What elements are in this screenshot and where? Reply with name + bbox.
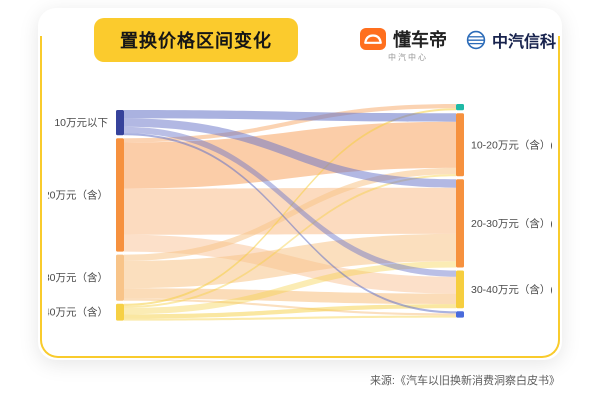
sankey-link <box>124 233 456 289</box>
sankey-node-label: 30-40万元（含）(新) <box>471 283 552 296</box>
sankey-node <box>456 179 464 268</box>
sankey-chart: 10万元以下 10-20万元（含） 20-30万元（含） 30-40万元（含） 10-2… <box>48 104 552 321</box>
sankey-link <box>124 288 456 305</box>
sankey-node <box>116 110 124 136</box>
sankey-link <box>124 187 456 235</box>
sankey-link <box>124 108 456 306</box>
sankey-node-label: 10-20万元（含）(新) <box>471 138 552 151</box>
sankey-link <box>124 104 456 143</box>
sankey-node <box>456 113 464 177</box>
sankey-node <box>456 311 464 318</box>
dongchedi-wordmark: 懂车帝 <box>393 30 447 50</box>
sankey-node-label: 10-20万元（含） <box>48 188 108 201</box>
sankey-link <box>124 174 456 308</box>
sankey-node <box>456 270 464 309</box>
catarc-logo: 中汽信科 <box>466 28 556 52</box>
sankey-link <box>124 167 456 261</box>
sankey-link <box>124 298 456 316</box>
sankey-node <box>456 104 464 111</box>
catarc-center-label: 中汽中心 <box>388 53 428 62</box>
catarc-wordmark: 中汽信科 <box>492 34 557 51</box>
sankey-node-label: 20-30万元（含）(新) <box>471 217 552 230</box>
dongchedi-car-icon <box>360 28 386 50</box>
sankey-node <box>116 303 124 321</box>
source-note: 来源:《汽车以旧换新消费洞察白皮书》 <box>369 375 560 387</box>
sankey-link <box>124 261 456 315</box>
dongchedi-logo: 懂车帝 <box>360 26 447 52</box>
sankey-node-label: 30-40万元（含） <box>48 306 108 319</box>
sankey-link <box>124 118 456 188</box>
catarc-globe-icon <box>466 30 486 50</box>
sankey-node <box>116 254 124 301</box>
sankey-node-label: 20-30万元（含） <box>48 271 108 284</box>
sankey-link <box>124 304 456 319</box>
sankey-node-label: 10万元以下 <box>54 117 108 129</box>
page-title: 置换价格区间变化 <box>94 18 298 62</box>
sankey-link <box>124 133 456 314</box>
sankey-node <box>116 138 124 252</box>
sankey-link <box>124 126 456 277</box>
sankey-link <box>124 110 456 122</box>
sankey-link <box>124 315 456 321</box>
